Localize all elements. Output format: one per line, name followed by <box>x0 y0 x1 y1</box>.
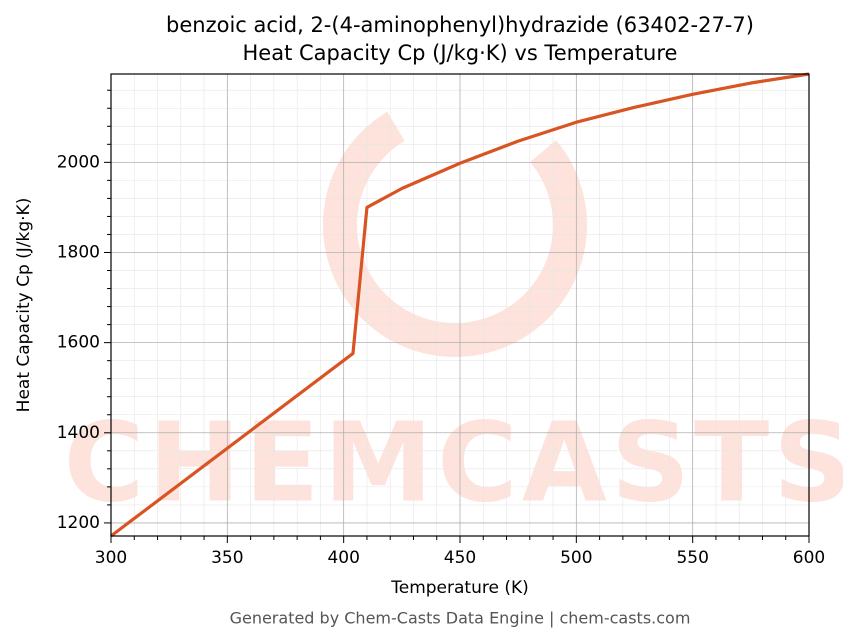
y-tick-label: 1600 <box>57 333 100 353</box>
data-line <box>110 72 810 538</box>
y-tick-label: 2000 <box>57 152 100 172</box>
x-axis-label: Temperature (K) <box>390 578 529 598</box>
chart-title: benzoic acid, 2-(4-aminophenyl)hydrazide… <box>166 13 754 37</box>
x-tick-label: 400 <box>327 548 359 568</box>
x-tick-label: 350 <box>211 548 243 568</box>
chart-subtitle: Heat Capacity Cp (J/kg·K) vs Temperature <box>243 41 678 65</box>
watermark-logo <box>323 93 587 357</box>
x-tick-label: 450 <box>444 548 476 568</box>
y-tick-label: 1200 <box>57 513 100 533</box>
x-tick-label: 500 <box>560 548 592 568</box>
y-axis-label: Heat Capacity Cp (J/kg·K) <box>14 198 34 413</box>
x-tick-label: 550 <box>676 548 708 568</box>
x-tick-label: 300 <box>95 548 127 568</box>
y-tick-label: 1400 <box>57 423 100 443</box>
x-tick-label: 600 <box>793 548 825 568</box>
footer: Generated by Chem-Casts Data Engine | ch… <box>230 609 691 628</box>
y-tick-label: 1800 <box>57 242 100 262</box>
plot-frame <box>110 73 810 537</box>
